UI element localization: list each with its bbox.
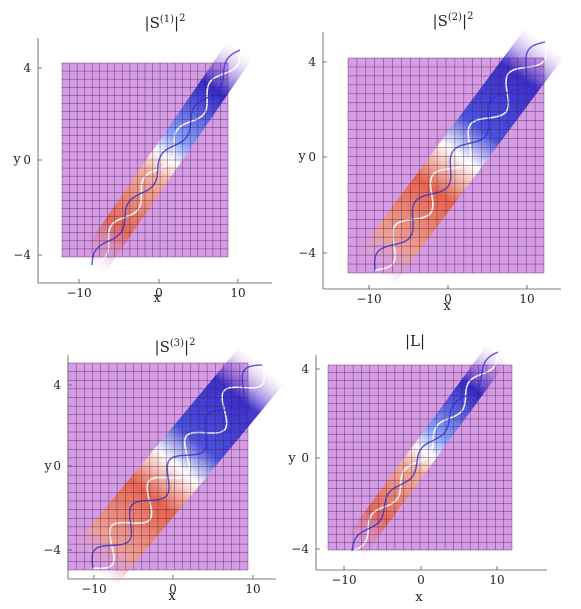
x-tick-label: −10 — [356, 292, 381, 306]
x-tick-label: 10 — [245, 582, 260, 596]
x-tick-label: 0 — [169, 582, 177, 596]
panel-3-title: |S(3)|2 — [155, 337, 196, 356]
y-tick-label: −4 — [298, 246, 316, 260]
title-bar: | — [174, 14, 179, 32]
title-base: |S — [433, 12, 448, 30]
y-axis-label: y — [12, 152, 21, 167]
y-axis-label: y — [43, 459, 52, 474]
soliton-band — [79, 41, 253, 274]
surface-mesh — [61, 62, 229, 258]
x-tick-label: −10 — [331, 573, 356, 587]
panel-4-title: |L| — [405, 332, 425, 350]
title-superscript: (1) — [160, 14, 174, 25]
band-gradient — [79, 41, 253, 274]
title-power: 2 — [179, 13, 185, 24]
band-ridge-shadow — [91, 364, 263, 569]
x-tick-label: 0 — [155, 286, 163, 300]
y-tick-label: 0 — [308, 150, 316, 164]
x-tick-label: 10 — [519, 292, 534, 306]
title-base: |S — [155, 338, 170, 356]
y-tick-label: 4 — [23, 61, 31, 75]
title-power: 2 — [467, 11, 473, 22]
panel-3: |S(3)|2 −10 0 10 4 0 −4 x y — [43, 337, 285, 604]
panel-1-title: |S(1)|2 — [145, 13, 186, 32]
title-base: |L| — [405, 332, 425, 350]
panel-4: |L| −10 0 10 4 0 −4 x y — [287, 332, 547, 605]
title-bar: | — [462, 12, 467, 30]
x-tick-label: 0 — [417, 573, 425, 587]
panel-1: |S(1)|2 −10 0 10 4 0 −4 x y — [12, 13, 272, 306]
x-axis-label: x — [415, 590, 423, 605]
band-gradient — [341, 344, 509, 559]
title-superscript: (3) — [170, 338, 184, 349]
surface-mesh — [67, 362, 249, 571]
x-tick-label: 0 — [444, 292, 452, 306]
band-ridge — [92, 364, 266, 570]
y-axis-label: y — [297, 149, 306, 164]
x-tick-label: 10 — [489, 573, 504, 587]
surface-mesh — [347, 57, 545, 274]
title-base: |S — [145, 14, 160, 32]
title-bar: | — [184, 338, 189, 356]
x-tick-label: 10 — [230, 286, 245, 300]
title-power: 2 — [189, 337, 195, 348]
y-tick-label: 4 — [308, 55, 316, 69]
x-axis-label: x — [168, 589, 176, 604]
y-tick-label: −4 — [13, 248, 31, 262]
y-axis-label: y — [287, 451, 296, 466]
x-axis-label: x — [443, 299, 451, 314]
band-ridge — [91, 50, 241, 266]
x-axis-label: x — [153, 291, 161, 306]
y-tick-label: 4 — [53, 378, 61, 392]
x-tick-label: −10 — [66, 286, 91, 300]
y-tick-label: −4 — [291, 542, 309, 556]
title-superscript: (2) — [448, 12, 462, 23]
panel-2: |S(2)|2 −10 0 10 4 0 −4 x y — [297, 11, 565, 314]
y-tick-label: 0 — [53, 459, 61, 473]
band-ridge — [351, 351, 499, 552]
y-tick-label: 0 — [301, 451, 309, 465]
y-tick-label: 4 — [301, 362, 309, 376]
y-tick-label: 0 — [23, 153, 31, 167]
y-tick-label: −4 — [43, 543, 61, 557]
panel-2-title: |S(2)|2 — [433, 11, 474, 30]
surface-mesh — [327, 364, 513, 551]
x-tick-label: −10 — [81, 582, 106, 596]
band-ridge-shadow — [91, 49, 241, 266]
